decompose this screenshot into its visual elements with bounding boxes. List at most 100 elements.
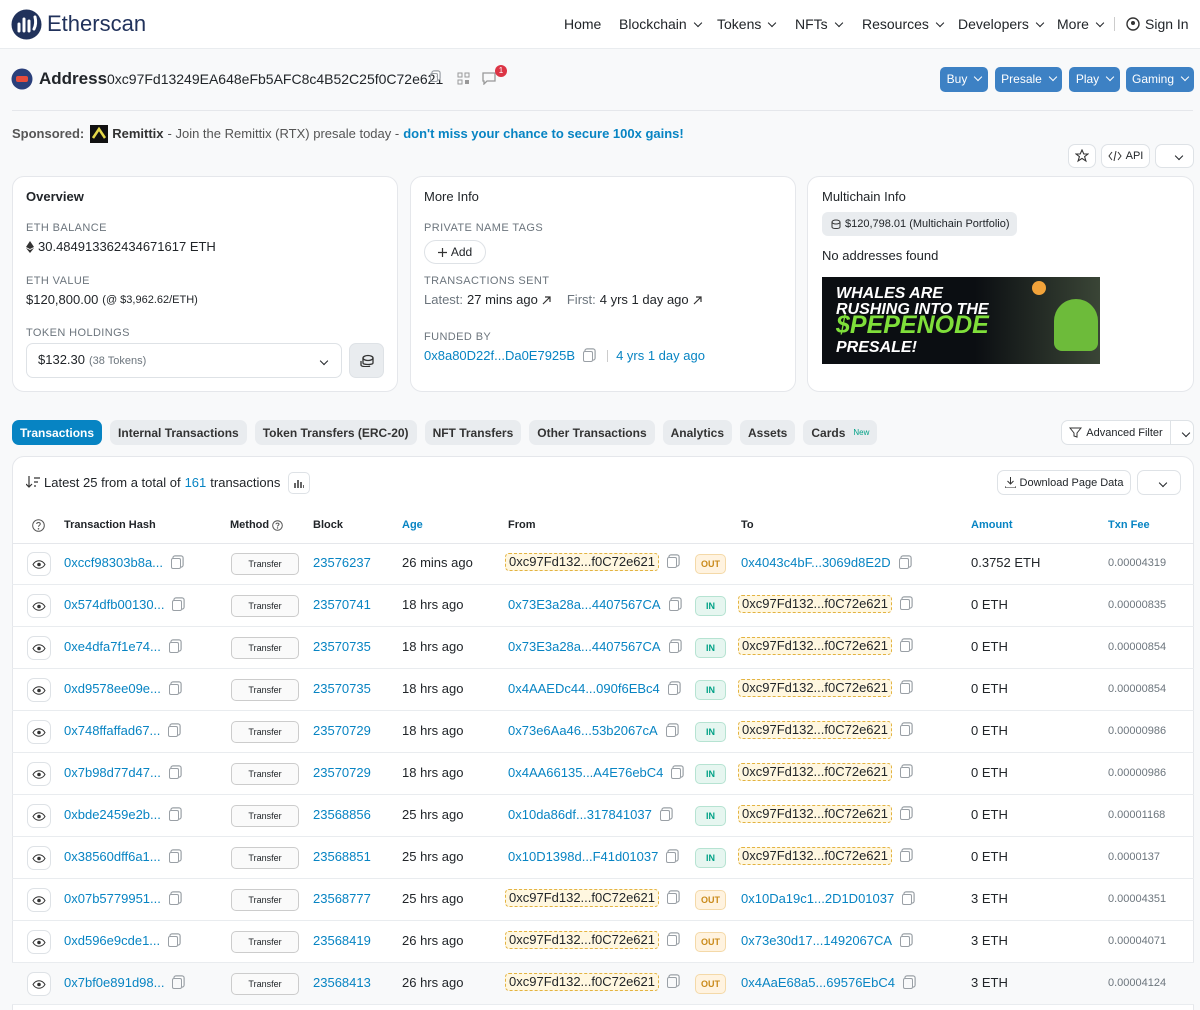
block-number[interactable]: 23570729 <box>313 723 371 738</box>
copy-icon <box>168 851 179 863</box>
block-number[interactable]: 23568856 <box>313 807 371 822</box>
amount: 0 ETH <box>971 849 1008 864</box>
block-number[interactable]: 23576237 <box>313 555 371 570</box>
block-number[interactable]: 23570729 <box>313 765 371 780</box>
tx-hash[interactable]: 0x574dfb00130... <box>64 597 165 612</box>
tab[interactable]: Internal Transactions <box>110 420 247 445</box>
from-address[interactable]: 0x4AA66135...A4E76ebC4 <box>508 765 664 780</box>
eth-balance-label: ETH BALANCE <box>26 222 107 234</box>
portfolio-pill[interactable]: $120,798.01 (Multichain Portfolio) <box>822 212 1018 236</box>
nav-item[interactable]: Blockchain <box>619 14 701 34</box>
header-button[interactable]: Play <box>1069 67 1120 92</box>
download-button[interactable]: Download Page Data <box>997 470 1131 495</box>
tx-hash[interactable]: 0xbde2459e2b... <box>64 807 161 822</box>
tx-hash[interactable]: 0x7b98d77d47... <box>64 765 161 780</box>
block-number[interactable]: 23568851 <box>313 849 371 864</box>
chart-button[interactable] <box>288 472 311 494</box>
copy-icon <box>430 73 438 82</box>
funded-address[interactable]: 0x8a80D22f...Da0E7925B <box>424 348 576 363</box>
to-address[interactable]: 0x4043c4bF...3069d8E2D <box>741 555 891 570</box>
tx-hash[interactable]: 0xd9578ee09e... <box>64 681 161 696</box>
advanced-caret[interactable] <box>1170 420 1194 445</box>
block-number[interactable]: 23570735 <box>313 681 371 696</box>
to-cell: 0xc97Fd132...f0C72e621 <box>738 721 910 739</box>
view-button[interactable] <box>27 804 51 828</box>
tab[interactable]: Cards New <box>803 420 878 445</box>
sent-row: Latest: 27 mins ago First: 4 yrs 1 day ago <box>424 290 706 310</box>
tab[interactable]: NFT Transfers <box>424 420 522 445</box>
sign-in[interactable]: Sign In <box>1145 16 1189 32</box>
tx-hash[interactable]: 0x7bf0e891d98... <box>64 975 165 990</box>
nav-item[interactable]: More <box>1057 14 1103 34</box>
advanced-filter[interactable]: Advanced Filter <box>1061 420 1171 445</box>
tx-hash[interactable]: 0x748ffaffad67... <box>64 723 161 738</box>
to-address[interactable]: 0x10Da19c1...2D1D01037 <box>741 891 895 906</box>
direction-badge: IN <box>695 596 726 616</box>
header-button[interactable]: Buy <box>940 67 988 92</box>
nav-item[interactable]: Developers <box>958 14 1043 34</box>
tx-hash[interactable]: 0x07b5779951... <box>64 891 161 906</box>
download-icon <box>1004 477 1016 488</box>
copy-icon <box>667 976 677 988</box>
filter-button[interactable] <box>1137 470 1181 495</box>
tx-hash[interactable]: 0xccf98303b8a... <box>64 555 164 570</box>
tab[interactable]: Transactions <box>12 420 103 445</box>
age: 25 hrs ago <box>402 849 464 864</box>
block-number[interactable]: 23570735 <box>313 639 371 654</box>
eye-icon <box>32 560 46 569</box>
view-button[interactable] <box>27 552 51 576</box>
summary-total[interactable]: 161 <box>184 475 207 490</box>
sponsor-link[interactable]: don't miss your chance to secure 100x ga… <box>403 126 684 141</box>
method-badge: Transfer <box>231 553 299 575</box>
funded-age[interactable]: 4 yrs 1 day ago <box>616 348 705 363</box>
nav-item[interactable]: Tokens <box>717 14 775 34</box>
nav-item[interactable]: Resources <box>862 14 943 34</box>
from-address[interactable]: 0x73e6Aa46...53b2067cA <box>508 723 658 738</box>
star-button[interactable] <box>1068 144 1096 168</box>
sponsor-text: - Join the Remittix (RTX) presale today … <box>167 126 400 141</box>
nav-item[interactable]: NFTs <box>795 14 842 34</box>
from-address[interactable]: 0x73E3a28a...4407567CA <box>508 639 661 654</box>
header-button[interactable]: Presale <box>995 67 1062 92</box>
copy-icon <box>666 851 677 863</box>
view-button[interactable] <box>27 930 51 954</box>
tx-hash[interactable]: 0xe4dfa7f1e74... <box>64 639 161 654</box>
from-address[interactable]: 0x73E3a28a...4407567CA <box>508 597 661 612</box>
to-address: 0xc97Fd132...f0C72e621 <box>738 637 892 655</box>
ad-line: PRESALE! <box>836 339 917 356</box>
to-address[interactable]: 0x4AaE68a5...69576EbC4 <box>741 975 895 990</box>
tab[interactable]: Analytics <box>662 420 732 445</box>
block-number[interactable]: 23568777 <box>313 891 371 906</box>
tab[interactable]: Other Transactions <box>529 420 655 445</box>
copy-icon <box>667 934 677 946</box>
token-dropdown[interactable]: $132.30 (38 Tokens) <box>26 343 342 378</box>
ad-banner[interactable]: WHALES ARE RUSHING INTO THE $PEPENODE PRESA… <box>822 277 1100 364</box>
list-button[interactable] <box>1155 144 1194 168</box>
tab[interactable]: Token Transfers (ERC-20) <box>254 420 417 445</box>
tx-hash[interactable]: 0xd596e9cde1... <box>64 933 161 948</box>
txn-fee: 0.00004319 <box>1108 557 1167 569</box>
funded-row: 0x8a80D22f...Da0E7925B 4 yrs 1 day ago <box>424 346 705 366</box>
block-number[interactable]: 23568419 <box>313 933 371 948</box>
token-label: TOKEN HOLDINGS <box>26 327 130 339</box>
block-number[interactable]: 23570741 <box>313 597 371 612</box>
tab[interactable]: Assets <box>740 420 796 445</box>
tx-hash[interactable]: 0x38560dff6a1... <box>64 849 161 864</box>
api-button[interactable]: API <box>1101 144 1150 168</box>
block-number[interactable]: 23568413 <box>313 975 371 990</box>
copy-icon <box>902 977 913 989</box>
portfolio-value: $120,798.01 (Multichain Portfolio) <box>845 218 1010 230</box>
column-header: Block <box>313 519 343 531</box>
latest-value: 27 mins ago <box>467 292 538 307</box>
from-address[interactable]: 0x10da86df...317841037 <box>508 807 652 822</box>
add-button[interactable]: Add <box>424 240 486 264</box>
from-address[interactable]: 0x4AAEDc44...090f6EBc4 <box>508 681 660 696</box>
copy-icon <box>671 767 682 779</box>
coins-icon <box>831 219 841 229</box>
view-button[interactable] <box>27 636 51 660</box>
header-button[interactable]: Gaming <box>1126 67 1194 92</box>
hash-cell: 0x574dfb00130... <box>64 595 183 615</box>
to-address[interactable]: 0x73e30d17...1492067CA <box>741 933 893 948</box>
from-address[interactable]: 0x10D1398d...F41d01037 <box>508 849 659 864</box>
nav-item[interactable]: Home <box>564 16 602 32</box>
